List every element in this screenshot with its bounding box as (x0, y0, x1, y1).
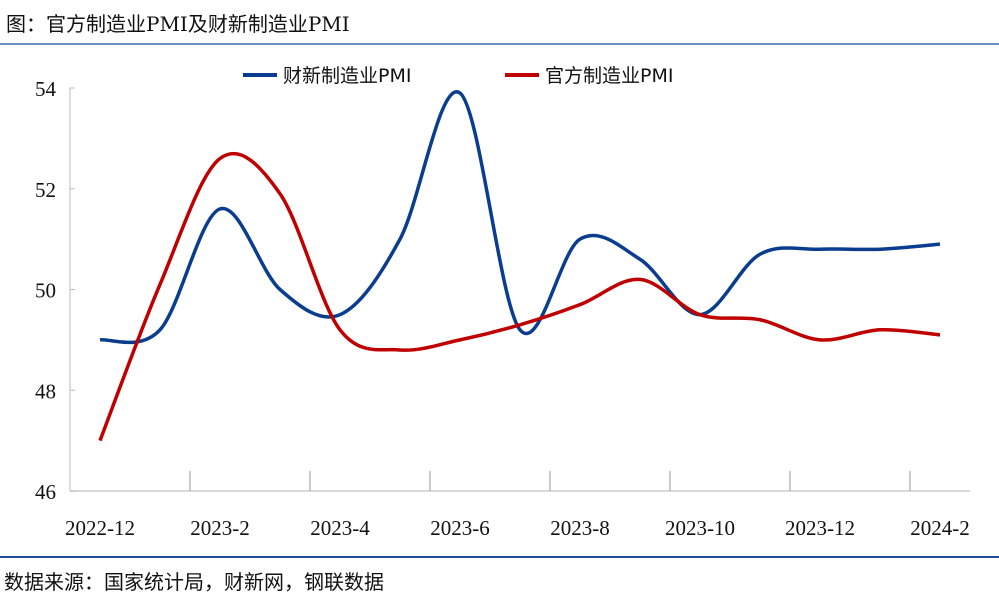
source-note: 数据来源：国家统计局，财新网，钢联数据 (4, 570, 384, 594)
x-tick-label: 2023-4 (310, 516, 370, 540)
figure-title: 图：官方制造业PMI及财新制造业PMI (6, 12, 350, 36)
series-line-official (98, 151, 941, 442)
x-tick-label: 2023-2 (190, 516, 250, 540)
y-tick-label: 54 (35, 77, 57, 101)
line-chart: 46 48 50 52 54 2022-12 2023-2 2023-4 2023-6 2023-… (35, 65, 970, 540)
legend-label: 财新制造业PMI (283, 65, 411, 87)
y-tick-label: 46 (35, 480, 56, 504)
x-tick-label: 2023-6 (430, 516, 490, 540)
y-tick-label: 50 (35, 279, 56, 303)
y-tick-label: 48 (35, 379, 56, 403)
x-tick-label: 2023-10 (665, 516, 735, 540)
x-tick-label: 2023-8 (550, 516, 610, 540)
x-tick-label: 2022-12 (65, 516, 135, 540)
legend-label: 官方制造业PMI (545, 65, 673, 87)
x-tick-label: 2023-12 (785, 516, 855, 540)
source-divider (0, 556, 999, 558)
y-tick-label: 52 (35, 178, 56, 202)
x-tick-label: 2024-2 (910, 516, 970, 540)
title-divider (0, 43, 999, 45)
series-line-caixin (99, 90, 941, 345)
